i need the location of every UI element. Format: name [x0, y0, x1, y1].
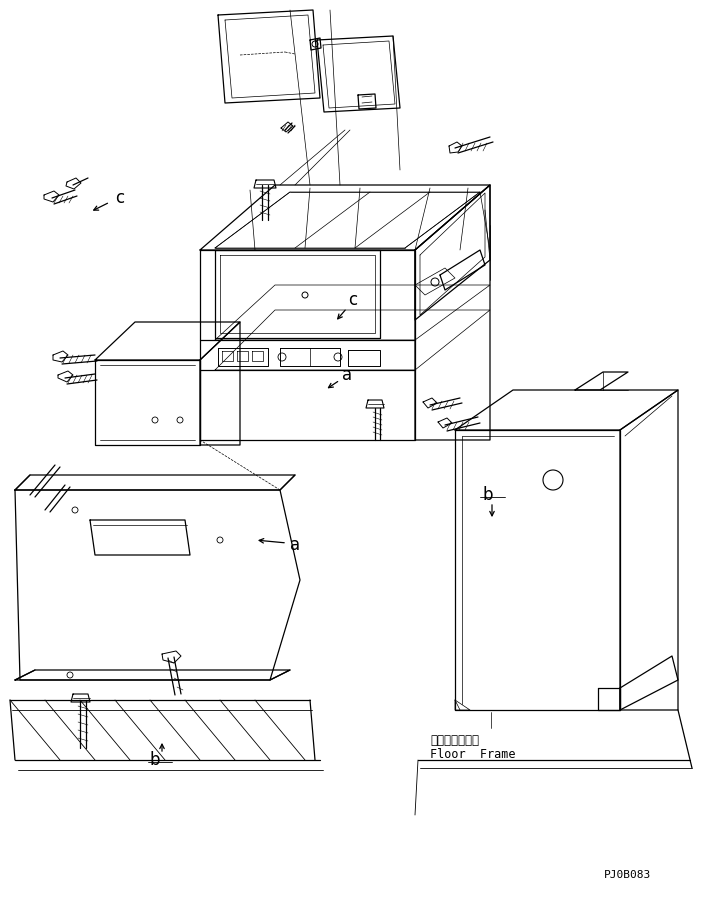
- Text: c: c: [115, 189, 124, 207]
- Text: b: b: [482, 486, 493, 504]
- Text: PJ0B083: PJ0B083: [604, 870, 651, 880]
- Text: c: c: [348, 291, 357, 309]
- Text: b: b: [150, 751, 160, 769]
- Text: a: a: [290, 536, 300, 554]
- Text: フロアフレーム: フロアフレーム: [430, 734, 479, 746]
- Text: Floor  Frame: Floor Frame: [430, 747, 516, 761]
- Text: a: a: [342, 366, 352, 384]
